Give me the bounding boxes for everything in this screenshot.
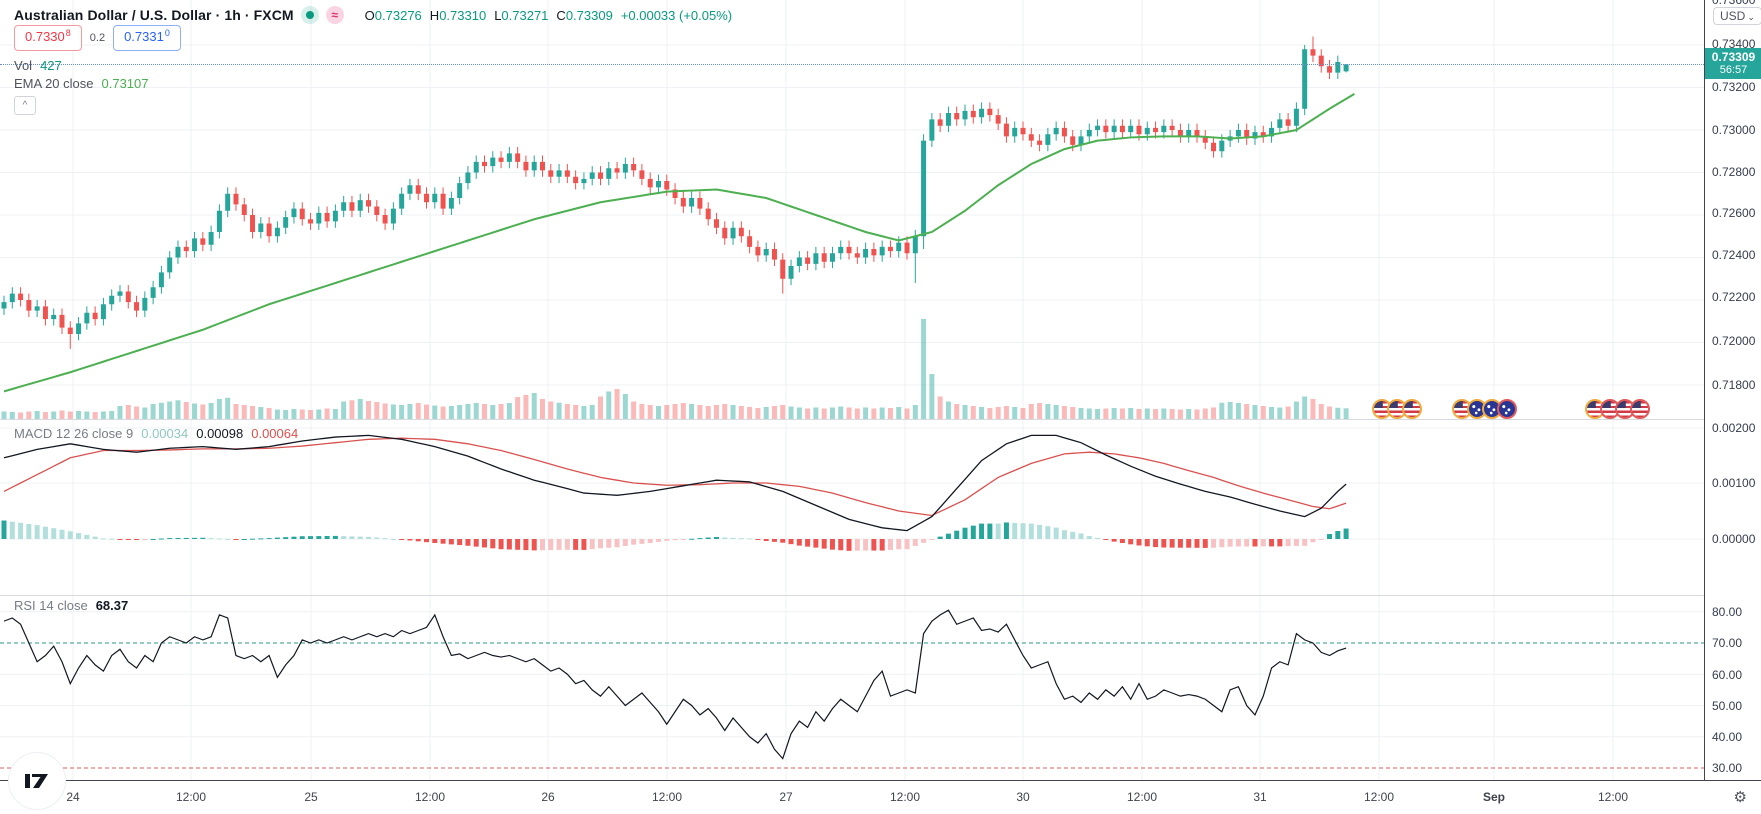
volume-value: 427 [40,58,62,73]
time-axis-label[interactable]: 12:00 [651,790,683,804]
macd-legend[interactable]: MACD 12 26 close 9 0.00034 0.00098 0.000… [14,426,298,441]
close-value: 0.73309 [565,7,613,23]
close-label: C [556,7,566,23]
ohlc-values: O0.73276 H0.73310 L0.73271 C0.73309 +0.0… [365,8,732,23]
ema20-line [3,93,1355,393]
macd-hist-value: 0.00034 [141,426,189,441]
volume-series [1,319,1349,419]
price-gridlines [0,0,1704,420]
symbol-title[interactable]: Australian Dollar / U.S. Dollar · 1h · F… [14,7,294,23]
rsi-label: RSI 14 close [14,598,88,613]
ema-legend[interactable]: EMA 20 close 0.73107 [14,76,149,91]
low-label: L [494,7,502,23]
high-value: 0.73310 [439,7,487,23]
axis-label: 0.00200 [1712,421,1756,435]
chevron-up-icon: ^ [22,100,28,111]
axis-label: 0.72600 [1712,206,1756,220]
time-axis-label[interactable]: 12:00 [414,790,446,804]
change-value: +0.00033 (+0.05%) [620,7,733,23]
time-axis-label[interactable]: 30 [1016,790,1030,804]
macd-histogram [1,520,1349,551]
time-axis-label[interactable]: 24 [66,790,80,804]
au-flag-icon[interactable] [1482,399,1502,419]
price-pane[interactable] [0,0,1704,420]
axis-label: 40.00 [1712,730,1743,744]
price-axis[interactable]: 0.73600 USD ⌄ 0.73309 56:57 0.73400 0.7320… [1704,0,1761,780]
rsi-chart-canvas[interactable] [0,596,1704,780]
us-flag-icon[interactable] [1630,399,1650,419]
axis-label: 0.72000 [1712,334,1756,348]
tradingview-mark-icon [25,774,48,788]
market-open-icon[interactable] [300,6,319,24]
axis-label: 0.73000 [1712,123,1756,137]
time-axis-label[interactable]: 12:00 [1597,790,1629,804]
time-axis-label[interactable]: 26 [541,790,555,804]
time-axis[interactable]: ⚙ 24 12:00 25 12:00 26 12:00 27 12:00 30 12:00 31 1… [0,780,1761,814]
axis-label: 60.00 [1712,668,1743,682]
axis-label: 0.72200 [1712,290,1756,304]
axis-label: 0.72400 [1712,248,1756,262]
axis-label: 0.73200 [1712,80,1756,94]
spread-value: 0.2 [89,32,106,44]
axis-label: 0.00100 [1712,476,1756,490]
tradingview-logo[interactable] [8,752,66,810]
symbol-legend: Australian Dollar / U.S. Dollar · 1h · F… [14,5,732,25]
bar-countdown: 56:57 [1719,64,1748,76]
macd-signal-line [3,437,1347,517]
buy-button[interactable]: 0.7331 0 [113,25,181,51]
current-price-label: 0.73309 56:57 [1705,48,1761,79]
axis-label: 70.00 [1712,636,1743,650]
time-axis-label[interactable]: 27 [779,790,793,804]
currency-dropdown[interactable]: USD ⌄ [1713,7,1761,25]
volume-label: Vol [14,58,33,73]
rsi-pane[interactable] [0,596,1704,780]
delayed-data-icon[interactable]: ≈ [325,6,344,24]
candlestick-series [1,36,1349,349]
axis-label: 0.73400 [1712,37,1756,51]
current-price-line [0,64,1704,65]
axis-label-partial: 0.73600 [1712,0,1756,7]
macd-line [3,434,1347,532]
trade-buttons: 0.7330 8 0.2 0.7331 0 [14,25,181,51]
axis-label: 30.00 [1712,761,1743,775]
rsi-value: 68.37 [95,598,129,613]
axis-label: 80.00 [1712,605,1743,619]
macd-chart-canvas[interactable] [0,420,1704,596]
rsi-line [3,609,1347,760]
axis-label: 0.72800 [1712,165,1756,179]
axis-label: 50.00 [1712,699,1743,713]
sell-button[interactable]: 0.7330 8 [14,25,82,51]
ema-value: 0.73107 [101,76,149,91]
time-axis-label[interactable]: 12:00 [889,790,921,804]
chevron-down-icon: ⌄ [1747,12,1755,22]
open-label: O [364,7,375,23]
time-axis-label[interactable]: 25 [304,790,318,804]
pane-separator-macd[interactable] [0,419,1761,420]
high-label: H [429,7,440,23]
us-flag-icon[interactable] [1402,399,1422,419]
low-value: 0.73271 [501,7,549,23]
rsi-legend[interactable]: RSI 14 close 68.37 [14,598,128,613]
macd-pane[interactable] [0,420,1704,596]
au-flag-icon[interactable] [1497,399,1517,419]
time-axis-label[interactable]: 12:00 [1126,790,1158,804]
ema-label: EMA 20 close [14,76,94,91]
axis-label: 0.00000 [1712,532,1756,546]
price-chart-canvas[interactable] [0,0,1704,420]
macd-signal-value: 0.00064 [251,426,299,441]
open-value: 0.73276 [374,7,422,23]
pane-separator-rsi[interactable] [0,595,1761,596]
macd-label: MACD 12 26 close 9 [14,426,134,441]
collapse-legend-button[interactable]: ^ [14,96,36,115]
time-axis-label[interactable]: 31 [1253,790,1267,804]
gear-icon[interactable]: ⚙ [1733,789,1747,806]
volume-legend[interactable]: Vol 427 [14,58,62,73]
time-axis-label[interactable]: 12:00 [175,790,207,804]
macd-line-value: 0.00098 [196,426,244,441]
time-axis-label[interactable]: 12:00 [1363,790,1395,804]
time-axis-label[interactable]: Sep [1482,790,1506,804]
axis-label: 0.71800 [1712,378,1756,392]
current-price-value: 0.73309 [1711,50,1756,64]
